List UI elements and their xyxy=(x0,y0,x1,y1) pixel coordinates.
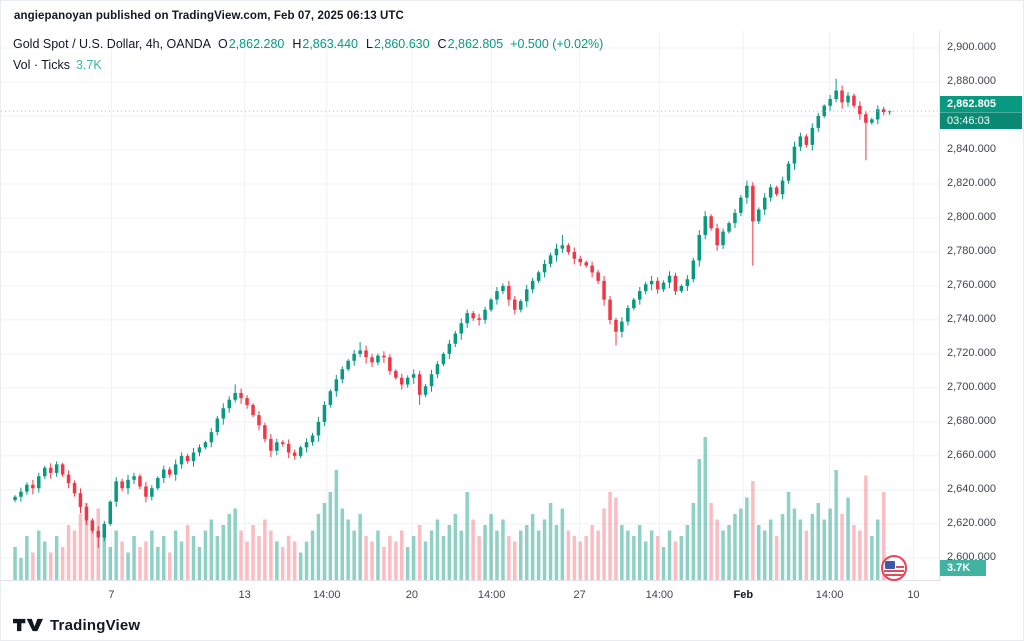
price-axis[interactable]: 2,862.805 03:46:03 3.7K 2,900.000 2,880.0… xyxy=(939,31,1023,608)
time-axis-label: Feb xyxy=(733,589,754,601)
price-axis-label: 2,760.000 xyxy=(947,278,996,291)
price-axis-label: 2,780.000 xyxy=(947,244,996,257)
open-label: O xyxy=(218,37,228,51)
open-value: 2,862.280 xyxy=(228,37,285,51)
time-axis-label: 14:00 xyxy=(815,589,844,601)
price-axis-label: 2,880.000 xyxy=(947,74,996,87)
attribution-text: angiepanoyan published on TradingView.co… xyxy=(14,10,404,22)
bar-countdown: 03:46:03 xyxy=(940,112,1022,130)
time-axis[interactable]: 7 13 14:00 20 14:00 27 14:00 Feb 14:00 10 xyxy=(1,580,941,608)
symbol-title[interactable]: Gold Spot / U.S. Dollar, 4h, OANDA xyxy=(13,37,211,51)
attribution-bar: angiepanoyan published on TradingView.co… xyxy=(1,1,1023,31)
time-axis-label: 7 xyxy=(108,589,115,601)
last-price-badge: 2,862.805 03:46:03 xyxy=(940,96,1022,130)
time-axis-label: 27 xyxy=(573,589,586,601)
close-value: 2,862.805 xyxy=(447,37,504,51)
time-axis-label: 10 xyxy=(907,589,920,601)
price-change: +0.500 (+0.02%) xyxy=(510,37,604,51)
volume-indicator-label[interactable]: Vol · Ticks xyxy=(13,58,70,72)
price-axis-label: 2,700.000 xyxy=(947,380,996,393)
footer-bar: TradingView xyxy=(1,608,1023,641)
price-axis-label: 2,820.000 xyxy=(947,176,996,189)
volume-axis-badge: 3.7K xyxy=(940,560,986,576)
price-axis-label: 2,840.000 xyxy=(947,142,996,155)
price-axis-label: 2,600.000 xyxy=(947,550,996,563)
candle-bodies-up xyxy=(13,90,892,538)
time-axis-label: 20 xyxy=(405,589,418,601)
last-price-value: 2,862.805 xyxy=(940,96,1022,113)
price-axis-label: 2,660.000 xyxy=(947,448,996,461)
time-axis-label: 14:00 xyxy=(477,589,506,601)
chart-legend: Gold Spot / U.S. Dollar, 4h, OANDA O 2,86… xyxy=(13,37,603,72)
low-label: L xyxy=(365,37,373,51)
time-axis-label: 13 xyxy=(238,589,251,601)
volume-indicator-value: 3.7K xyxy=(75,58,102,72)
price-axis-label: 2,620.000 xyxy=(947,516,996,529)
us-flag-economic-event-icon[interactable] xyxy=(881,555,907,581)
price-axis-label: 2,720.000 xyxy=(947,346,996,359)
price-axis-label: 2,740.000 xyxy=(947,312,996,325)
price-axis-label: 2,640.000 xyxy=(947,482,996,495)
brand-name[interactable]: TradingView xyxy=(50,616,141,634)
price-axis-label: 2,800.000 xyxy=(947,210,996,223)
time-axis-label: 14:00 xyxy=(313,589,341,601)
candle-bodies-down xyxy=(31,90,886,538)
chart-card: Gold Spot / U.S. Dollar, 4h, OANDA O 2,86… xyxy=(1,31,1023,608)
price-gridlines xyxy=(1,47,941,559)
low-value: 2,860.630 xyxy=(373,37,430,51)
high-value: 2,863.440 xyxy=(302,37,358,51)
price-axis-label: 2,680.000 xyxy=(947,414,996,427)
candle-wicks-down xyxy=(32,85,885,548)
close-label: C xyxy=(437,37,447,51)
time-gridlines xyxy=(110,31,914,580)
chart-plot[interactable] xyxy=(1,31,941,580)
tradingview-logo-icon[interactable] xyxy=(13,616,43,634)
price-axis-label: 2,900.000 xyxy=(947,40,996,53)
candle-wicks-up xyxy=(14,78,891,542)
ohlc-values: O 2,862.280 H 2,863.440 L 2,860.630 C 2,862.… xyxy=(218,37,503,51)
time-axis-label: 14:00 xyxy=(645,589,674,601)
high-label: H xyxy=(292,37,302,51)
